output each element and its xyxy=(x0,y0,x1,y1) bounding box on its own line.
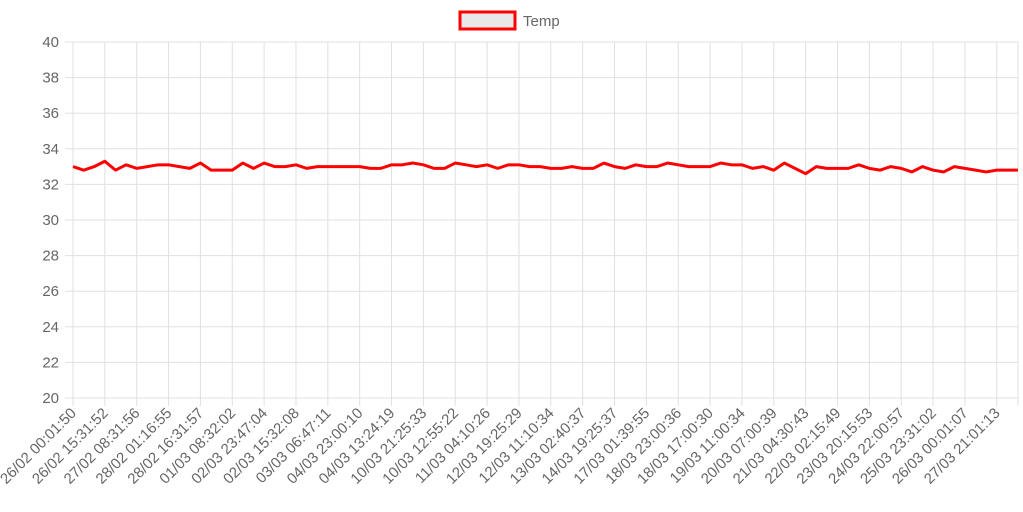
legend-label: Temp xyxy=(523,13,560,30)
y-tick-label: 34 xyxy=(42,141,59,158)
y-tick-label: 38 xyxy=(42,70,59,87)
y-tick-label: 36 xyxy=(42,105,59,122)
y-tick-label: 20 xyxy=(42,390,59,407)
y-tick-label: 28 xyxy=(42,248,59,265)
data-line xyxy=(72,159,1018,176)
y-tick-label: 40 xyxy=(42,34,59,51)
y-tick-label: 22 xyxy=(42,354,59,371)
y-tick-label: 24 xyxy=(42,319,59,336)
y-tick-label: 32 xyxy=(42,176,59,193)
y-tick-label: 26 xyxy=(42,283,59,300)
legend-swatch xyxy=(458,10,517,31)
y-tick-label: 30 xyxy=(42,212,59,229)
